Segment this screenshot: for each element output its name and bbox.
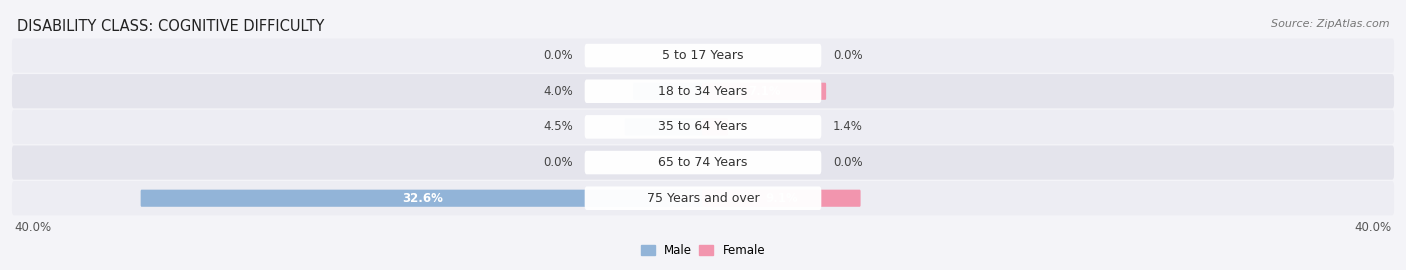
- Text: Source: ZipAtlas.com: Source: ZipAtlas.com: [1271, 19, 1389, 29]
- Text: 32.6%: 32.6%: [402, 192, 443, 205]
- Text: DISABILITY CLASS: COGNITIVE DIFFICULTY: DISABILITY CLASS: COGNITIVE DIFFICULTY: [17, 19, 325, 34]
- Text: 5 to 17 Years: 5 to 17 Years: [662, 49, 744, 62]
- Text: 40.0%: 40.0%: [14, 221, 51, 234]
- Text: 75 Years and over: 75 Years and over: [647, 192, 759, 205]
- Text: 0.0%: 0.0%: [543, 156, 574, 169]
- FancyBboxPatch shape: [13, 110, 1393, 144]
- FancyBboxPatch shape: [702, 83, 827, 100]
- FancyBboxPatch shape: [702, 190, 860, 207]
- Text: 0.0%: 0.0%: [543, 49, 574, 62]
- Text: 40.0%: 40.0%: [1355, 221, 1392, 234]
- Text: 65 to 74 Years: 65 to 74 Years: [658, 156, 748, 169]
- Text: 9.1%: 9.1%: [765, 192, 797, 205]
- FancyBboxPatch shape: [13, 74, 1393, 108]
- FancyBboxPatch shape: [141, 190, 704, 207]
- Text: 1.4%: 1.4%: [832, 120, 863, 133]
- Text: 35 to 64 Years: 35 to 64 Years: [658, 120, 748, 133]
- Text: 0.0%: 0.0%: [832, 49, 863, 62]
- Text: 4.0%: 4.0%: [543, 85, 574, 98]
- FancyBboxPatch shape: [585, 115, 821, 139]
- Legend: Male, Female: Male, Female: [641, 244, 765, 257]
- FancyBboxPatch shape: [585, 79, 821, 103]
- Text: 7.1%: 7.1%: [748, 85, 780, 98]
- FancyBboxPatch shape: [13, 146, 1393, 180]
- FancyBboxPatch shape: [585, 44, 821, 67]
- FancyBboxPatch shape: [624, 118, 704, 136]
- FancyBboxPatch shape: [585, 151, 821, 174]
- FancyBboxPatch shape: [585, 187, 821, 210]
- FancyBboxPatch shape: [13, 38, 1393, 73]
- Text: 18 to 34 Years: 18 to 34 Years: [658, 85, 748, 98]
- Text: 0.0%: 0.0%: [832, 156, 863, 169]
- FancyBboxPatch shape: [633, 83, 704, 100]
- FancyBboxPatch shape: [702, 118, 728, 136]
- FancyBboxPatch shape: [13, 181, 1393, 215]
- Text: 4.5%: 4.5%: [543, 120, 574, 133]
